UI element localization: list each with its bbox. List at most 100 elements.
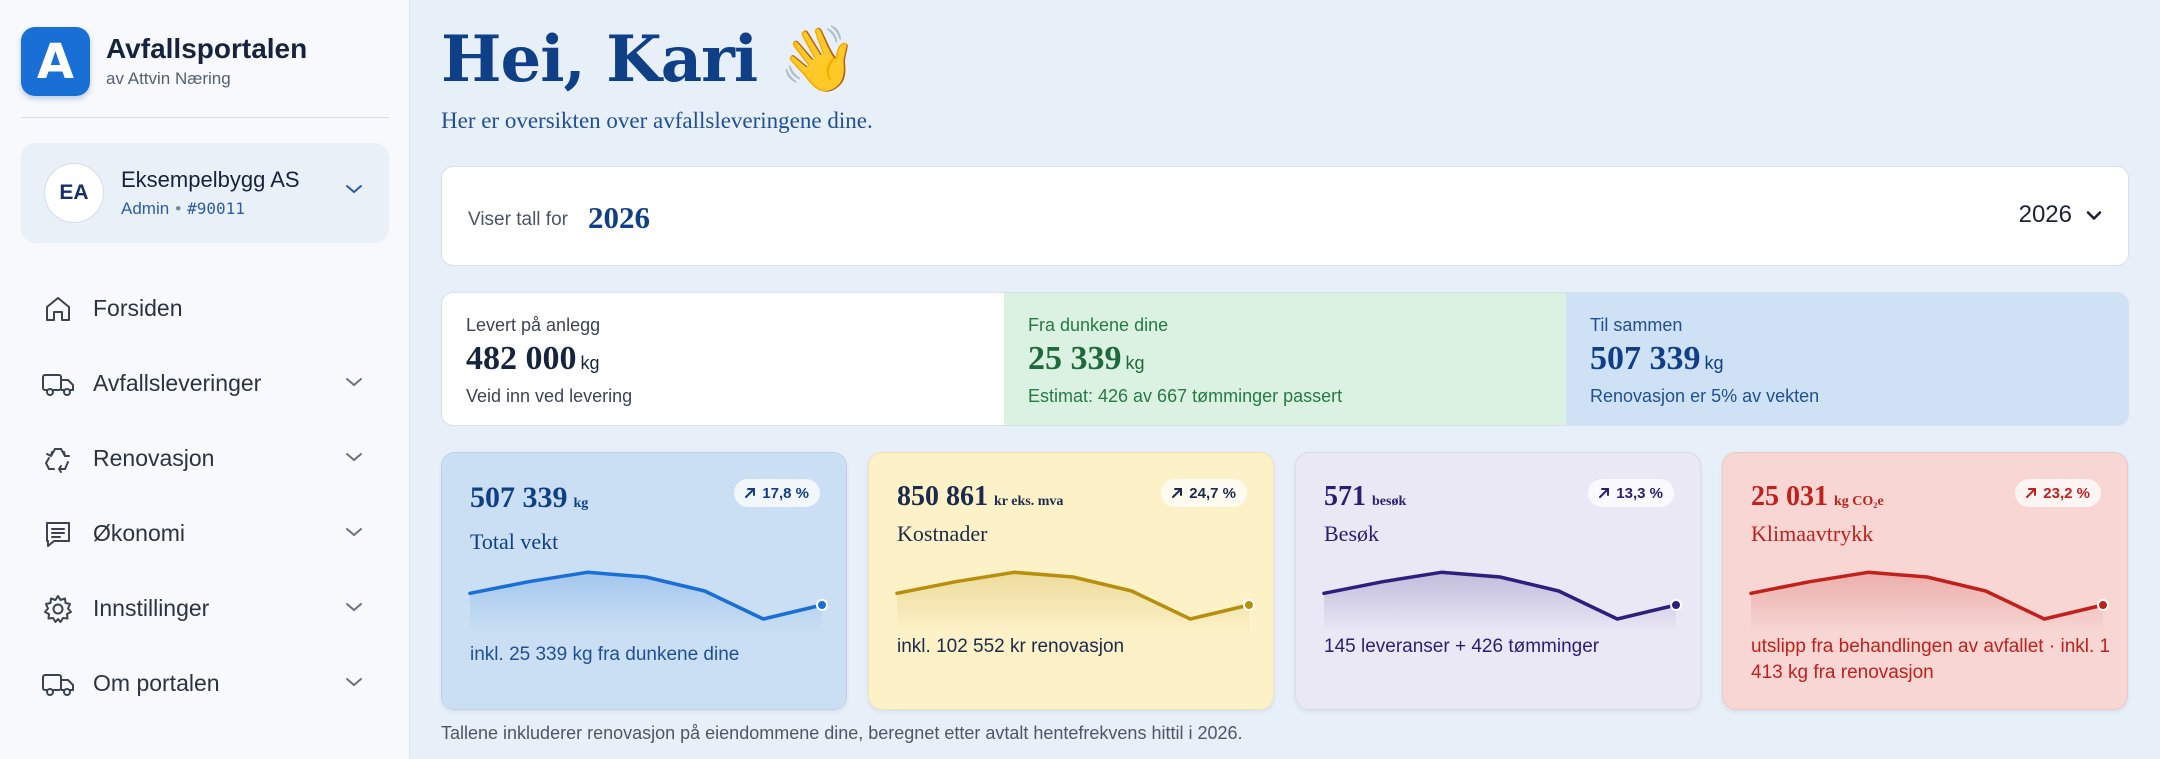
kpi-unit: kg CO₂e [1834,494,1884,509]
kpi-card-total-weight[interactable]: 507 339 kg 17,8 % Total vekt inkl. 25 339… [441,452,847,710]
year-select-value: 2026 [2018,201,2072,228]
nav-label: Renovasjon [93,445,215,471]
arrow-up-right-icon [2026,488,2037,498]
chevron-down-icon [346,678,362,687]
stat-number: 507 339 [1590,340,1701,377]
sparkline-line [468,570,824,621]
kpi-card-visits[interactable]: 571 besøk 13,3 % Besøk 145 leveranser + 4… [1295,452,1701,710]
kpi-note: 145 leveranser + 426 tømminger [1324,636,1600,657]
kpi-title: Kostnader [897,521,988,546]
arrow-up-right-icon [1172,488,1183,498]
sparkline [468,570,828,633]
year-filter-card: Viser tall for 2026 2026 [441,166,2129,266]
sparkline-end-point [1243,599,1255,611]
sparkline-end-point [2097,599,2109,611]
account-switcher[interactable]: EA Eksempelbygg AS Admin • #90011 [21,143,389,243]
kpi-value: 25 031 kg CO₂e [1751,481,1884,513]
sparkline-area [470,572,822,633]
account-role: Admin [121,199,170,218]
kpi-value: 571 besøk [1324,481,1406,513]
stat-total: Til sammen 507 339 kg Renovasjon er 5% av… [1566,293,2128,425]
kpi-unit: besøk [1372,494,1407,509]
arrow-up-right-icon [745,488,756,498]
gear-icon [41,592,75,626]
home-icon [41,292,75,326]
stat-delivered: Levert på anlegg 482 000 kg Veid inn ved … [442,293,1004,425]
stat-unit: kg [580,353,600,373]
year-select[interactable]: 2026 [2019,201,2102,229]
kpi-title: Besøk [1324,521,1379,546]
stat-note: Veid inn ved levering [466,386,633,406]
kpi-unit: kg [573,496,589,511]
wave-emoji: 👋 [778,22,858,97]
kpi-value: 850 861 kr eks. mva [897,481,1063,513]
chevron-down-icon [346,603,362,612]
truck-icon [41,367,75,401]
kpi-number: 571 [1324,481,1366,512]
truck-icon [41,667,75,701]
page-subtitle: Her er oversikten over avfallsleveringen… [441,108,873,133]
sparkline-end-point [816,599,828,611]
stat-label: Fra dunkene dine [1028,315,1169,335]
year-filter-label: Viser tall for [468,209,568,230]
chevron-down-icon [346,453,362,462]
sparkline [895,570,1255,633]
stat-number: 25 339 [1028,340,1122,377]
kpi-card-climate[interactable]: 25 031 kg CO₂e 23,2 % Klimaavtrykk utslip… [1722,452,2128,710]
nav-item-avfallsleveringer[interactable]: Avfallsleveringer [21,346,389,421]
brand-title: Avfallsportalen [106,33,308,65]
meta-separator: • [175,199,182,218]
stat-number: 482 000 [466,340,577,377]
trend-badge: 24,7 % [1161,479,1247,507]
stat-note: Renovasjon er 5% av vekten [1590,386,1820,406]
nav-item-om-portalen[interactable]: Om portalen [21,646,389,721]
stat-value: 25 339 kg [1028,342,1542,376]
stat-note: Estimat: 426 av 667 tømminger passert [1028,386,1343,406]
main-nav: Forsiden Avfallsleveringer Renovasjon Øk… [21,271,389,721]
invoice-icon [41,517,75,551]
footnote: Tallene inkluderer renovasjon på eiendom… [441,723,1243,743]
brand-subtitle: av Attvin Næring [106,68,231,88]
brand-logo: A [21,27,90,96]
kpi-note: inkl. 25 339 kg fra dunkene dine [470,644,740,665]
kpi-title: Total vekt [470,529,559,554]
nav-label: Avfallsleveringer [93,370,262,396]
trend-badge: 17,8 % [734,479,820,507]
arrow-up-right-icon [1599,488,1610,498]
brand[interactable]: A Avfallsportalen av Attvin Næring [21,27,307,96]
nav-label: Innstillinger [93,595,210,621]
nav-item-renovasjon[interactable]: Renovasjon [21,421,389,496]
nav-item-innstillinger[interactable]: Innstillinger [21,571,389,646]
sparkline-area [1751,572,2103,633]
summary-stats: Levert på anlegg 482 000 kg Veid inn ved … [441,292,2129,426]
trend-value: 23,2 % [2043,484,2090,502]
page-title: Hei, Kari 👋 [441,22,858,97]
nav-label: Økonomi [93,520,186,546]
year-filter-value: 2026 [588,200,650,235]
sparkline [1322,570,1682,633]
recycle-icon [41,442,75,476]
trend-badge: 13,3 % [1588,479,1674,507]
trend-value: 13,3 % [1616,484,1663,502]
kpi-note: inkl. 102 552 kr renovasjon [897,636,1125,657]
account-name: Eksempelbygg AS [121,167,300,192]
chevron-down-icon [346,185,362,194]
trend-badge: 23,2 % [2015,479,2101,507]
nav-label: Forsiden [93,295,183,321]
nav-item-forsiden[interactable]: Forsiden [21,271,389,346]
account-id: #90011 [187,199,245,218]
sparkline-area [1324,572,1676,633]
nav-item-okonomi[interactable]: Økonomi [21,496,389,571]
sparkline [1749,570,2109,633]
stat-value: 507 339 kg [1590,342,2104,376]
stat-label: Til sammen [1590,315,1683,335]
chevron-down-icon [346,528,362,537]
trend-value: 24,7 % [1189,484,1236,502]
stat-label: Levert på anlegg [466,315,601,335]
trend-value: 17,8 % [762,484,809,502]
sidebar: A Avfallsportalen av Attvin Næring EA Ek… [0,0,410,759]
stat-unit: kg [1125,353,1145,373]
chevron-down-icon [2086,210,2102,220]
kpi-card-costs[interactable]: 850 861 kr eks. mva 24,7 % Kostnader inkl… [868,452,1274,710]
sparkline-area [897,572,1249,633]
